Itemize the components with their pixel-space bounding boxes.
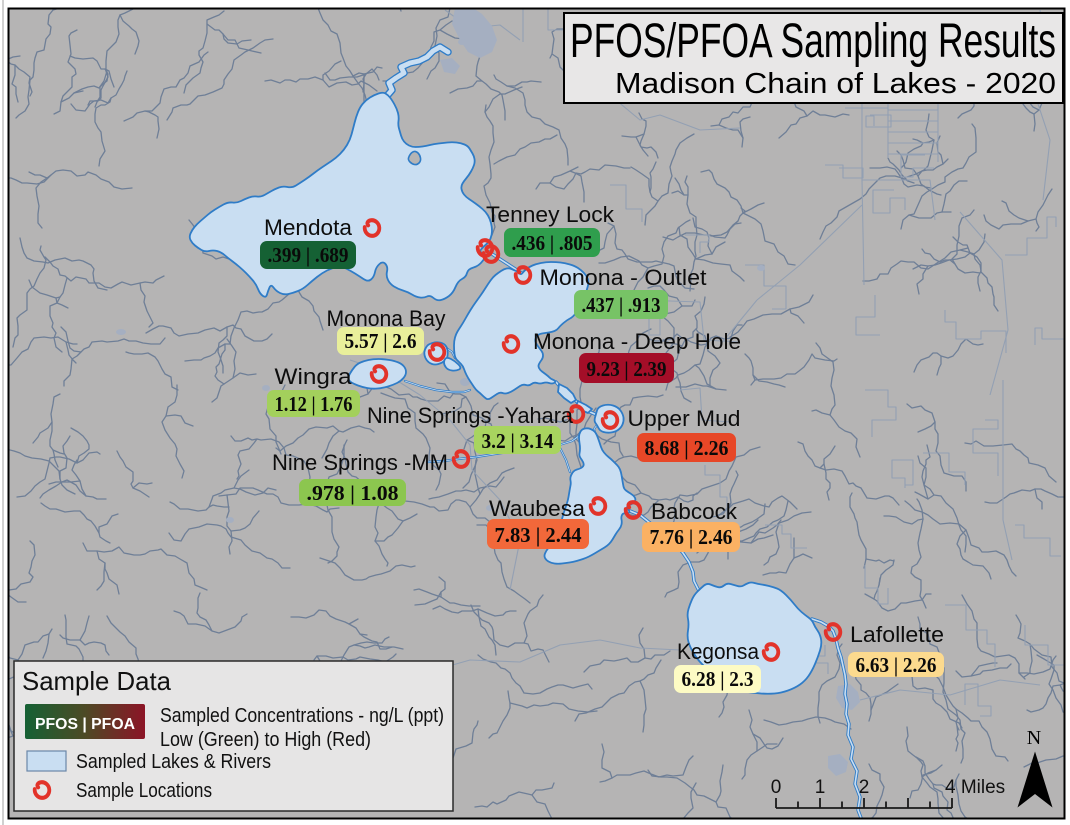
svg-text:Madison Chain of Lakes - 2020: Madison Chain of Lakes - 2020 [615,68,1056,100]
svg-text:.437 | .913: .437 | .913 [582,293,661,317]
svg-text:7.76 | 2.46: 7.76 | 2.46 [650,525,733,549]
svg-text:Sample Data: Sample Data [22,666,172,696]
svg-text:8.68 | 2.26: 8.68 | 2.26 [645,436,729,460]
svg-text:2: 2 [859,777,870,798]
svg-text:Waubesa: Waubesa [489,496,586,521]
svg-text:Low (Green) to High (Red): Low (Green) to High (Red) [160,729,371,751]
svg-text:Babcock: Babcock [651,499,738,524]
svg-text:3.2 | 3.14: 3.2 | 3.14 [482,429,554,453]
svg-text:.436 | .805: .436 | .805 [512,231,593,255]
svg-text:Lafollette: Lafollette [850,622,944,647]
svg-text:PFOS/PFOA Sampling Results: PFOS/PFOA Sampling Results [570,15,1056,68]
svg-text:Monona Bay: Monona Bay [327,306,446,331]
svg-text:4 Miles: 4 Miles [945,777,1005,798]
svg-text:Sampled Lakes & Rivers: Sampled Lakes & Rivers [76,751,271,773]
svg-text:Sampled Concentrations - ng/L: Sampled Concentrations - ng/L (ppt) [160,705,444,727]
svg-text:Monona - Outlet: Monona - Outlet [540,265,707,290]
svg-text:Wingra: Wingra [275,364,353,389]
svg-text:Sample Locations: Sample Locations [76,780,212,802]
svg-text:.978 | 1.08: .978 | 1.08 [307,481,399,505]
svg-text:6.63 | 2.26: 6.63 | 2.26 [856,653,937,677]
svg-text:7.83 | 2.44: 7.83 | 2.44 [495,523,582,547]
svg-text:6.28 | 2.3: 6.28 | 2.3 [682,667,754,691]
svg-text:1: 1 [815,777,826,798]
svg-text:9.23 | 2.39: 9.23 | 2.39 [587,357,667,381]
svg-text:Monona - Deep Hole: Monona - Deep Hole [533,329,741,354]
svg-text:PFOS | PFOA: PFOS | PFOA [35,716,135,733]
svg-text:N: N [1027,727,1041,749]
svg-text:Mendota: Mendota [264,215,353,240]
svg-text:1.12 | 1.76: 1.12 | 1.76 [275,392,353,416]
svg-text:Tenney Lock: Tenney Lock [486,202,615,227]
svg-text:Nine Springs -MM: Nine Springs -MM [272,450,448,475]
svg-text:Nine Springs -Yahara: Nine Springs -Yahara [367,403,574,428]
svg-text:.399 | .689: .399 | .689 [268,243,349,267]
svg-text:5.57 | 2.6: 5.57 | 2.6 [345,329,417,353]
svg-text:Upper Mud: Upper Mud [628,406,741,431]
svg-text:0: 0 [771,777,782,798]
svg-text:Kegonsa: Kegonsa [677,639,760,664]
